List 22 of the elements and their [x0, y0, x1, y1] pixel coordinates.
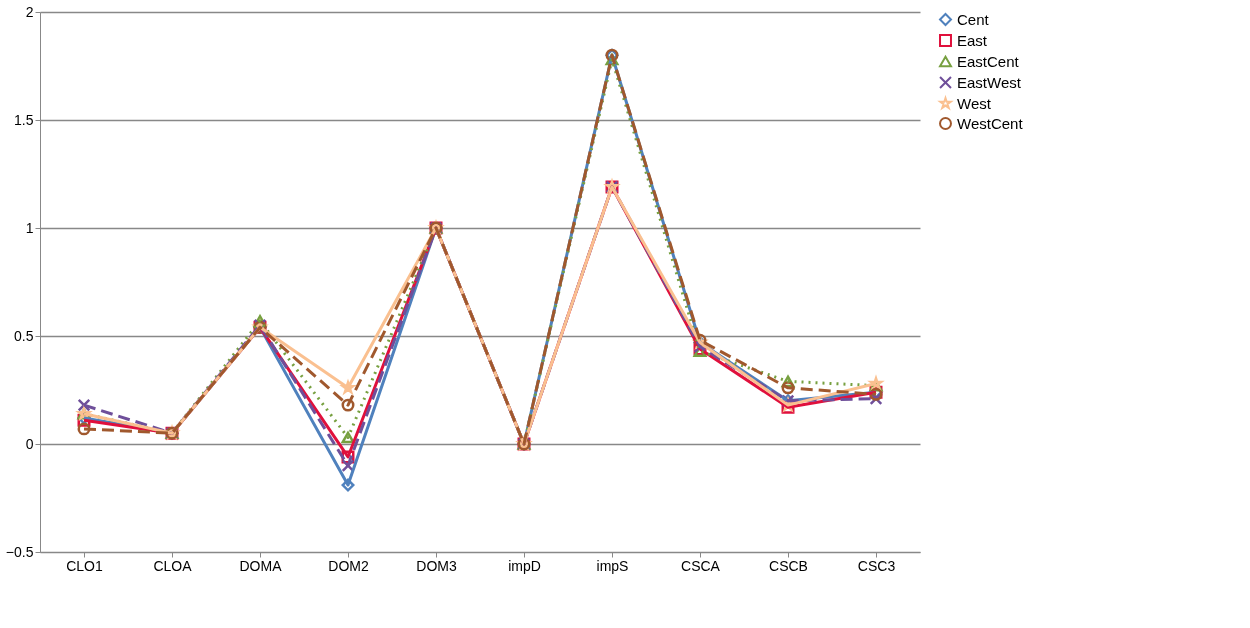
legend-label: EastCent	[957, 52, 1020, 70]
y-tick-label: 0.5	[14, 327, 34, 344]
x-tick-label: CSC3	[857, 557, 896, 574]
y-tick-label: 1.5	[14, 111, 34, 128]
y-tick-label: 2	[25, 3, 34, 20]
x-tick-label: CSCB	[769, 557, 808, 574]
x-tick-label: DOM3	[416, 557, 457, 574]
legend-label: West	[957, 94, 992, 112]
x-tick-label: impS	[596, 557, 629, 574]
x-tick-label: CSCA	[681, 557, 721, 574]
legend-label: EastWest	[957, 73, 1022, 91]
legend-label: Cent	[957, 10, 990, 28]
x-tick-label: impD	[508, 557, 541, 574]
y-tick-label: 1	[25, 219, 34, 236]
y-tick-label: 0	[25, 435, 34, 452]
x-tick-label: DOM2	[328, 557, 369, 574]
legend-label: East	[957, 31, 988, 49]
legend-label: WestCent	[957, 114, 1024, 132]
x-tick-label: DOMA	[239, 557, 283, 574]
x-tick-label: CLO1	[66, 557, 103, 574]
y-tick-label: −0.5	[5, 543, 34, 560]
x-tick-label: CLOA	[153, 557, 193, 574]
